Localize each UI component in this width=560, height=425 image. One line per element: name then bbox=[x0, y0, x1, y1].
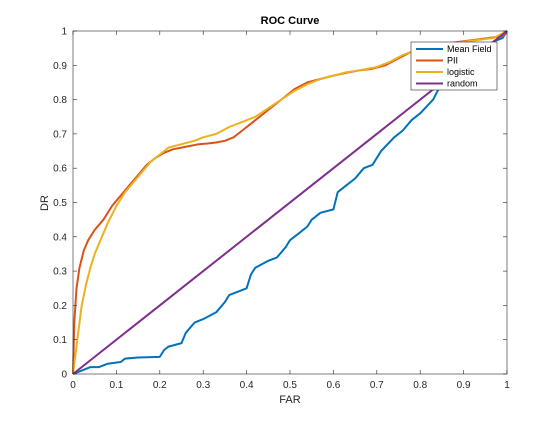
legend-label-pii: PII bbox=[447, 56, 458, 66]
x-tick-label: 0.1 bbox=[109, 380, 123, 391]
y-tick-label: 0.5 bbox=[53, 198, 67, 209]
y-tick-label: 0.2 bbox=[53, 301, 67, 312]
x-axis: 0 0.1 0.2 0.3 0.4 0.5 0.6 0.7 0.8 0.9 1 bbox=[70, 31, 510, 391]
x-tick-label: 0 bbox=[70, 380, 76, 391]
legend-label-logistic: logistic bbox=[447, 67, 475, 77]
legend-label-mean-field: Mean Field bbox=[447, 44, 492, 54]
x-tick-label: 0.3 bbox=[196, 380, 210, 391]
x-tick-label: 0.9 bbox=[457, 380, 471, 391]
y-tick-label: 0.9 bbox=[53, 61, 67, 72]
x-axis-label: FAR bbox=[279, 394, 300, 406]
y-tick-label: 0.1 bbox=[53, 335, 67, 346]
x-tick-label: 0.2 bbox=[153, 380, 167, 391]
x-tick-label: 0.5 bbox=[283, 380, 297, 391]
y-tick-label: 1 bbox=[61, 27, 67, 38]
y-axis-label: DR bbox=[39, 195, 51, 211]
x-tick-label: 0.7 bbox=[370, 380, 384, 391]
x-tick-label: 0.8 bbox=[413, 380, 427, 391]
x-tick-label: 0.4 bbox=[240, 380, 254, 391]
y-tick-label: 0.6 bbox=[53, 164, 67, 175]
y-tick-label: 0.8 bbox=[53, 95, 67, 106]
y-tick-label: 0 bbox=[61, 370, 67, 381]
x-tick-label: 1 bbox=[504, 380, 510, 391]
y-tick-label: 0.3 bbox=[53, 267, 67, 278]
x-tick-label: 0.6 bbox=[326, 380, 340, 391]
y-axis: 0 0.1 0.2 0.3 0.4 0.5 0.6 0.7 0.8 0.9 1 bbox=[53, 27, 507, 381]
chart-title: ROC Curve bbox=[261, 15, 320, 27]
y-tick-label: 0.4 bbox=[53, 232, 67, 243]
y-tick-label: 0.7 bbox=[53, 129, 67, 140]
legend-label-random: random bbox=[447, 79, 478, 89]
